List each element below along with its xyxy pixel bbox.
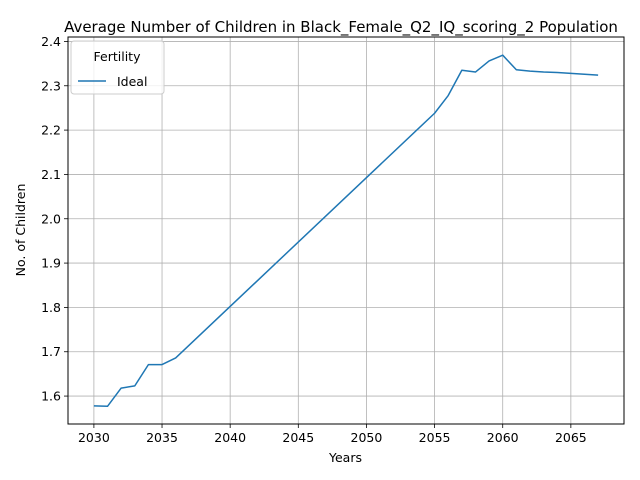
series-layer: [93, 54, 599, 408]
x-tick-label: 2030: [78, 430, 110, 445]
x-tick-label: 2040: [214, 430, 246, 445]
y-axis: 1.6 1.7 1.8 1.9 2.0 2.1 2.2 2.3 2.4: [41, 34, 68, 404]
y-tick-label: 1.9: [41, 256, 61, 271]
x-tick-label: 2055: [419, 430, 451, 445]
x-tick-label: 2065: [555, 430, 587, 445]
legend-title: Fertility: [94, 49, 142, 64]
y-tick-label: 1.6: [41, 389, 61, 404]
y-axis-label: No. of Children: [13, 184, 28, 277]
x-tick-label: 2060: [487, 430, 519, 445]
legend-label-ideal: Ideal: [117, 74, 147, 89]
y-tick-label: 2.3: [41, 78, 61, 93]
y-tick-label: 1.7: [41, 344, 61, 359]
y-tick-label: 1.8: [41, 300, 61, 315]
x-tick-label: 2035: [146, 430, 178, 445]
y-tick-label: 2.1: [41, 167, 61, 182]
legend: Fertility Ideal: [70, 40, 165, 95]
x-tick-label: 2045: [282, 430, 314, 445]
chart-title: Average Number of Children in Black_Fema…: [64, 18, 618, 37]
x-axis-label: Years: [328, 450, 362, 465]
x-tick-label: 2050: [351, 430, 383, 445]
series-line-ideal: [93, 54, 599, 408]
plot-area-frame: [67, 36, 625, 425]
x-axis: 2030 2035 2040 2045 2050 2055 2060 2065: [78, 424, 587, 445]
y-tick-label: 2.4: [41, 34, 61, 49]
y-tick-label: 2.2: [41, 123, 61, 138]
grid: [68, 37, 624, 424]
y-tick-label: 2.0: [41, 211, 61, 226]
